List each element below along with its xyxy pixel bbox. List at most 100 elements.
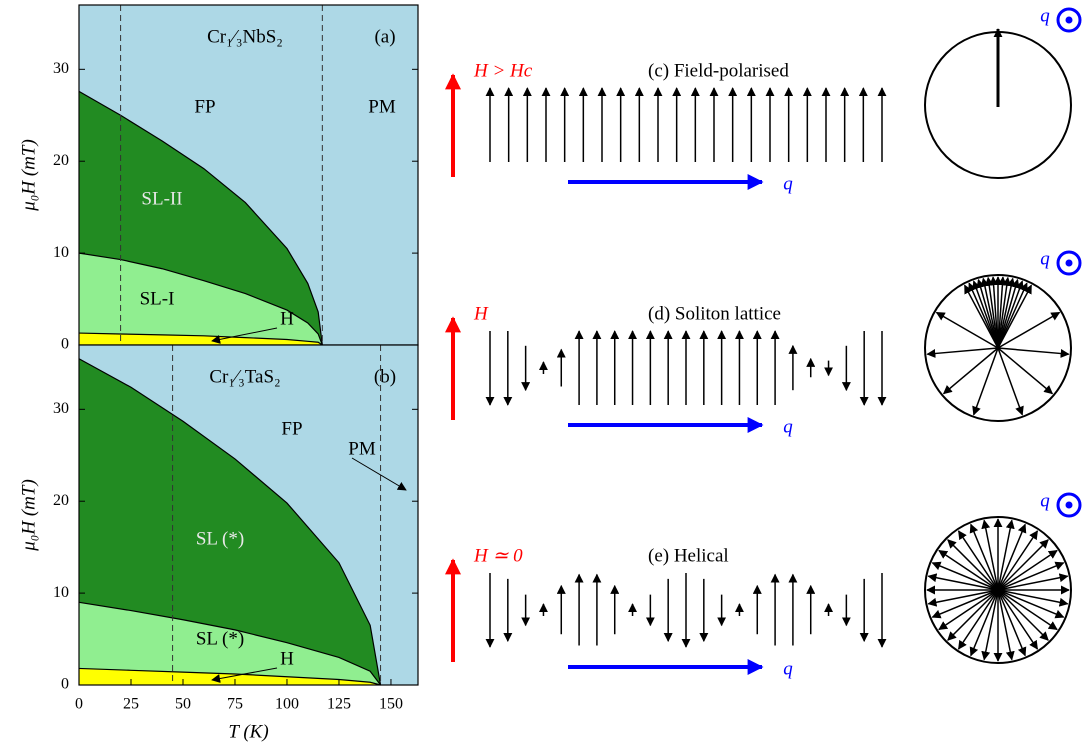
annotation-arrow (211, 667, 278, 683)
x-tick-label: 150 (379, 696, 403, 713)
x-tick-label: 75 (227, 696, 243, 713)
circle-spin (997, 589, 1039, 650)
circle-spin (997, 589, 1069, 607)
y-tick-label: 30 (53, 400, 69, 417)
circle-spin (964, 284, 999, 349)
spin-circle (924, 274, 1072, 422)
y-axis-label: μ₀H (mT) (18, 479, 39, 552)
circle-spin (997, 589, 1049, 641)
panel-label: (d) Soliton lattice (648, 303, 781, 324)
y-tick-label: 10 (53, 244, 69, 261)
field-label: H ≃ 0 (473, 545, 523, 566)
y-tick-label: 0 (61, 676, 69, 693)
region-label: SL (*) (196, 528, 244, 549)
circle-spin (957, 589, 999, 650)
circle-spin (984, 276, 999, 349)
y-tick-label: 10 (53, 584, 69, 601)
circle-spin (997, 549, 1058, 591)
circle-spin (981, 519, 999, 591)
circle-spin (968, 282, 999, 349)
region-label: PM (348, 438, 376, 459)
circle-spin (931, 561, 999, 591)
phase-boundary (78, 667, 381, 686)
y-tick-label: 30 (53, 60, 69, 77)
phase-boundary (78, 332, 323, 346)
circle-spin (997, 530, 1039, 591)
phase-region (79, 333, 323, 345)
phase-region (79, 253, 323, 345)
q-label: q (783, 658, 793, 679)
phase-boundary (78, 358, 382, 686)
y-tick-label: 20 (53, 492, 69, 509)
x-tick-label: 25 (123, 696, 139, 713)
chart-title: Cr₁⁄₃TaS₂ (209, 366, 280, 387)
annotation-arrow (211, 327, 278, 344)
circle-spin (997, 523, 1027, 591)
q-out-symbol (1056, 250, 1082, 276)
annotation-arrow (351, 457, 407, 491)
field-label: H (473, 303, 489, 324)
circle-spin (997, 561, 1065, 591)
circle-spin (942, 347, 999, 395)
circle-spin (972, 347, 999, 416)
panel-label: (e) Helical (648, 545, 729, 566)
q-out-dot (1065, 501, 1073, 509)
x-tick-label: 0 (75, 696, 83, 713)
spin-circle (924, 516, 1072, 664)
region-label: SL-I (140, 288, 175, 309)
phase-region (79, 602, 381, 685)
circle-spin (997, 311, 1061, 349)
q-out-label: q (1040, 248, 1050, 269)
circle-spin (969, 589, 999, 657)
circle-spin (969, 523, 999, 591)
circle-spin (927, 589, 999, 607)
circle-spin (972, 280, 999, 349)
circle-spin (997, 589, 1065, 619)
circle-spin (997, 276, 1012, 349)
q-out-label: q (1040, 490, 1050, 511)
q-out-symbol (1056, 7, 1082, 33)
phase-boundary (78, 601, 382, 686)
circle-spin (935, 311, 999, 349)
circle-spin (997, 282, 1028, 349)
q-out-label: q (1040, 5, 1050, 26)
region-label: H (280, 308, 294, 329)
circle-spin (938, 589, 999, 631)
circle-spin (997, 589, 1015, 661)
circle-spin (927, 573, 999, 591)
q-label: q (783, 416, 793, 437)
field-label: H > Hc (473, 60, 533, 81)
circle-spin (976, 278, 999, 349)
circle-spin (997, 539, 1049, 591)
x-tick-label: 100 (275, 696, 299, 713)
q-label: q (783, 173, 793, 194)
region-label: PM (368, 96, 396, 117)
y-tick-label: 0 (61, 336, 69, 353)
circle-spin (997, 347, 1070, 358)
y-tick-label: 20 (53, 152, 69, 169)
circle-spin (938, 549, 999, 591)
circle-spin (997, 573, 1069, 591)
region-label: H (280, 648, 294, 669)
region-label: SL (*) (196, 628, 244, 649)
circle-spin (947, 589, 999, 641)
circle-spin (997, 277, 1016, 349)
q-out-symbol (1056, 492, 1082, 518)
circle-spin (997, 347, 1054, 395)
x-tick-label: 125 (327, 696, 351, 713)
panel-label: (b) (374, 366, 396, 387)
x-tick-label: 50 (175, 696, 191, 713)
circle-spin (926, 347, 999, 358)
circle-spin (997, 280, 1024, 349)
circle-spin (997, 284, 1032, 349)
x-axis-label: T (K) (228, 721, 268, 742)
circle-spin (997, 278, 1020, 349)
phase-boundary (78, 252, 323, 346)
circle-spin (980, 277, 999, 349)
circle-spin (989, 276, 999, 349)
phase-boundary (78, 90, 323, 346)
circle-spin (957, 530, 999, 591)
circle-spin (997, 589, 1027, 657)
circle-spin (997, 276, 1007, 349)
